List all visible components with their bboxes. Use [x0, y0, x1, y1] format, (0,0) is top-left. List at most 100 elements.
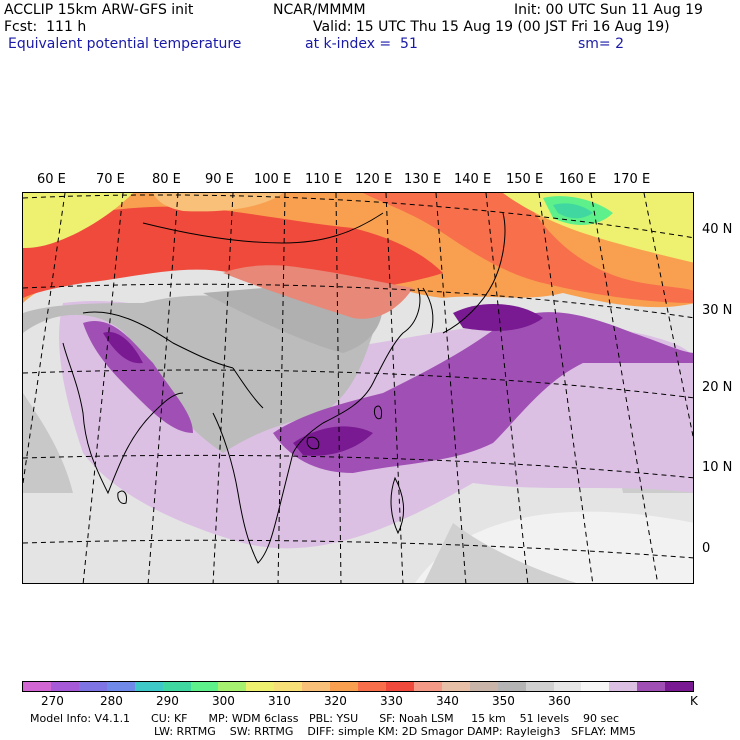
purple-band: [273, 312, 693, 473]
colorbar-label: 290: [156, 694, 179, 708]
colorbar-swatch: [441, 682, 470, 691]
smoothing-label: sm= 2: [578, 36, 625, 52]
coastlines: [62, 212, 506, 564]
purple-band: [83, 321, 193, 433]
parallel-10n: [23, 454, 693, 479]
parallel-40n: [23, 194, 693, 239]
parallel-30n: [23, 283, 693, 319]
colorbar-label: 270: [41, 694, 64, 708]
korea-coast: [422, 287, 434, 334]
meridian: [538, 193, 594, 583]
country-border: [82, 311, 234, 369]
colorbar-swatch: [469, 682, 498, 691]
colorbar-swatch: [106, 682, 135, 691]
red-band: [363, 193, 693, 303]
lat-label: 20 N: [702, 380, 733, 395]
meridian: [385, 193, 404, 583]
colorbar-swatch: [78, 682, 107, 691]
colorbar-swatch: [246, 682, 275, 691]
colorbar-swatch: [23, 682, 51, 691]
lon-label: 80 E: [152, 172, 181, 187]
center-label: NCAR/MMMM: [273, 2, 366, 18]
meridian: [590, 193, 659, 583]
meridian: [277, 193, 286, 583]
colorbar-swatch: [665, 682, 694, 691]
colorbar-swatch: [218, 682, 247, 691]
srilanka-coast: [117, 490, 127, 504]
lon-label: 160 E: [559, 172, 597, 187]
field-name: Equivalent potential temperature: [8, 36, 242, 52]
japan-coast: [442, 212, 506, 334]
colorbar-swatch: [134, 682, 163, 691]
colorbar-swatch: [358, 682, 386, 691]
country-border: [142, 212, 384, 244]
meridian: [485, 193, 529, 583]
colorbar-swatch: [50, 682, 79, 691]
meridian: [335, 193, 342, 583]
meridian: [82, 193, 124, 583]
colorbar-swatch: [553, 682, 582, 691]
dark-purple-core: [103, 332, 143, 364]
lat-label: 10 N: [702, 460, 733, 475]
colorbar-label: 330: [380, 694, 403, 708]
meridian: [147, 193, 179, 583]
meridian: [212, 193, 234, 583]
colorbar-label: 300: [212, 694, 235, 708]
init-time: Init: 00 UTC Sun 11 Aug 19: [514, 2, 703, 18]
colorbar-swatch: [162, 682, 191, 691]
model-info-line2: LW: RRTMG SW: RRTMG DIFF: simple KM: 2D …: [154, 725, 636, 738]
country-border: [232, 367, 264, 409]
colorbar: [22, 681, 694, 692]
lat-label: 40 N: [702, 222, 733, 237]
model-info-line1: Model Info: V4.1.1 CU: KF MP: WDM 6class…: [30, 712, 620, 725]
colorbar-swatch: [274, 682, 303, 691]
colorbar-label: 350: [492, 694, 515, 708]
lon-label: 70 E: [96, 172, 125, 187]
model-title: ACCLIP 15km ARW-GFS init: [4, 2, 194, 18]
salmon-band: [223, 265, 413, 319]
map-panel: [22, 192, 694, 584]
colorbar-swatch: [385, 682, 414, 691]
lon-label: 100 E: [254, 172, 292, 187]
se-asia-coast: [212, 412, 324, 564]
colorbar-swatch: [497, 682, 526, 691]
gray-land-region: [23, 393, 73, 493]
lon-label: 120 E: [355, 172, 393, 187]
forecast-hour: Fcst: 111 h: [4, 19, 87, 35]
colorbar-swatch: [413, 682, 442, 691]
colorbar-swatch: [525, 682, 554, 691]
lat-label: 30 N: [702, 303, 733, 318]
hainan-coast: [306, 436, 320, 450]
colorbar-label: 320: [324, 694, 347, 708]
yellow-region: [153, 193, 283, 212]
colorbar-swatch: [302, 682, 331, 691]
lon-label: 140 E: [454, 172, 492, 187]
colorbar-swatch: [330, 682, 359, 691]
dark-purple-core: [453, 303, 543, 331]
colorbar-label: 360: [548, 694, 571, 708]
colorbar-label: 340: [436, 694, 459, 708]
meridian: [23, 193, 66, 484]
lon-label: 130 E: [404, 172, 442, 187]
colorbar-label: 280: [100, 694, 123, 708]
lon-label: 170 E: [613, 172, 651, 187]
lon-label: 60 E: [37, 172, 66, 187]
parallel-20n: [23, 369, 693, 399]
lon-label: 110 E: [305, 172, 343, 187]
level-index: at k-index = 51: [305, 36, 418, 52]
lon-label: 150 E: [506, 172, 544, 187]
parallel-0: [23, 539, 693, 559]
meridian: [435, 193, 467, 583]
colorbar-swatch: [190, 682, 219, 691]
lon-label: 90 E: [205, 172, 234, 187]
colorbar-unit: K: [690, 694, 698, 708]
colorbar-swatch: [609, 682, 638, 691]
philippines-coast: [390, 476, 405, 535]
india-coast: [62, 342, 184, 495]
teal-region: [553, 203, 593, 219]
meridian: [643, 193, 693, 439]
yellow-region: [23, 193, 133, 248]
colorbar-swatch: [581, 682, 610, 691]
theta-e-field: [23, 193, 693, 583]
taiwan-coast: [374, 405, 382, 420]
